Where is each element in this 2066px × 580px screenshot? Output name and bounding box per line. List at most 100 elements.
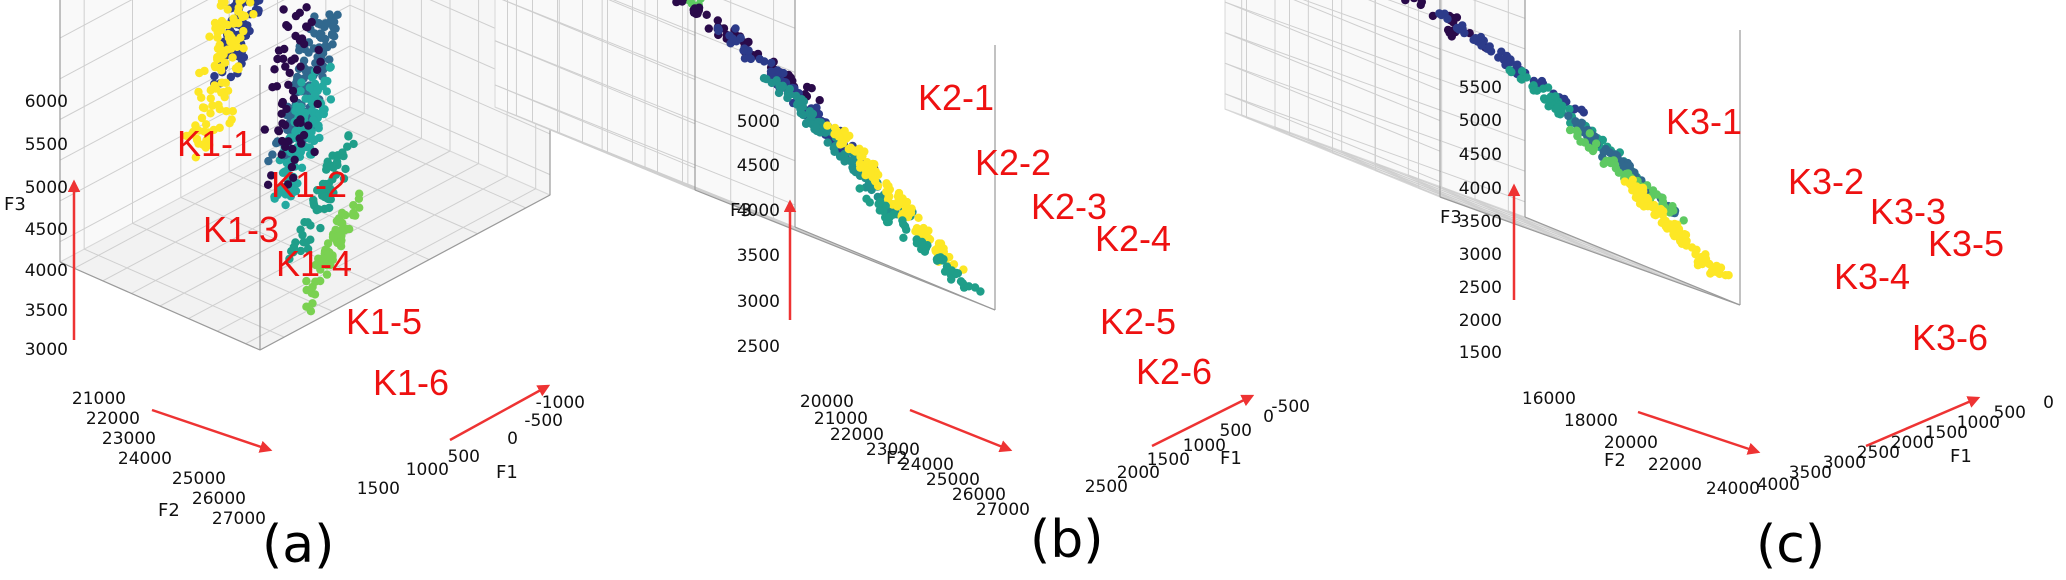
- data-point: [225, 119, 234, 128]
- data-point: [240, 11, 249, 21]
- data-point: [836, 140, 845, 149]
- data-point: [307, 73, 317, 82]
- data-point: [228, 53, 237, 62]
- panel-b-x-arrow: [1151, 394, 1255, 448]
- panel-b-y-tick: 22000: [830, 425, 884, 445]
- data-point: [197, 113, 207, 123]
- data-point: [325, 10, 334, 19]
- data-point: [868, 160, 877, 170]
- data-point: [713, 16, 722, 25]
- panel-b-y-tick: 25000: [926, 470, 980, 490]
- panel-c-y-arrow: [1637, 410, 1761, 455]
- panel-a-points: [182, 0, 364, 316]
- data-point: [333, 10, 342, 19]
- data-point: [288, 144, 297, 154]
- data-point: [885, 192, 894, 201]
- data-point: [935, 242, 944, 252]
- panel-a: 3000 3500 4000 4500 5000 5500 6000 F3 21…: [4, 0, 585, 575]
- data-point: [280, 44, 289, 54]
- panel-a-x-tick: -500: [524, 411, 563, 431]
- data-point: [865, 182, 874, 191]
- data-point: [278, 136, 287, 146]
- panel-a-y-tick: 25000: [172, 469, 226, 489]
- panel-a-z-tick: 4500: [25, 220, 68, 240]
- data-point: [316, 223, 325, 233]
- panel-a-y-tick: 26000: [192, 489, 246, 509]
- data-point: [889, 210, 898, 219]
- data-point: [1552, 104, 1562, 114]
- data-point: [313, 19, 323, 28]
- data-point: [1599, 159, 1608, 168]
- data-point: [874, 170, 883, 180]
- data-point: [766, 67, 776, 76]
- cluster-label: K1-2: [271, 164, 347, 205]
- data-point: [1435, 9, 1444, 18]
- panel-b-x-tick: 0: [1263, 407, 1274, 427]
- panel-a-x-tick: -1000: [536, 393, 585, 413]
- data-point: [1714, 267, 1724, 277]
- data-point: [336, 237, 346, 247]
- data-point: [1633, 194, 1642, 203]
- data-point: [1707, 266, 1717, 275]
- panel-a-z-ticks: 3000 3500 4000 4500 5000 5500 6000: [25, 92, 68, 360]
- data-point: [830, 123, 840, 133]
- data-point: [279, 5, 288, 14]
- data-point: [744, 38, 753, 47]
- data-point: [236, 33, 245, 42]
- data-point: [278, 119, 287, 128]
- data-point: [1565, 105, 1574, 114]
- panel-b-x-label: F1: [1220, 448, 1242, 469]
- data-point: [192, 134, 202, 144]
- panel-c-caption: (c): [1756, 515, 1825, 575]
- cluster-label: K2-2: [975, 142, 1051, 183]
- data-point: [1598, 135, 1608, 145]
- grid-line: [494, 40, 796, 162]
- data-point: [210, 18, 220, 28]
- data-point: [855, 184, 864, 193]
- panel-c-x-label: F1: [1950, 446, 1972, 467]
- data-point: [934, 253, 943, 263]
- data-point: [1579, 108, 1589, 117]
- data-point: [329, 22, 338, 32]
- data-point: [284, 80, 293, 90]
- panel-a-y-label: F2: [158, 500, 180, 521]
- data-point: [1606, 158, 1615, 168]
- data-point: [296, 86, 305, 96]
- data-point: [1585, 129, 1595, 138]
- panel-b-z-tick: 4000: [737, 201, 780, 221]
- data-point: [339, 174, 349, 183]
- grid-line: [159, 150, 451, 307]
- grid-line: [59, 0, 209, 80]
- data-point: [905, 204, 914, 214]
- data-point: [323, 239, 333, 248]
- panel-b-y-tick: 20000: [800, 392, 854, 412]
- data-point: [316, 57, 325, 66]
- panel-b-grid: [494, 0, 996, 311]
- panel-c-y-tick: 18000: [1564, 411, 1618, 431]
- panel-b-y-tick: 21000: [814, 409, 868, 429]
- data-point: [277, 150, 286, 159]
- panel-c-y-tick: 20000: [1604, 433, 1658, 453]
- data-point: [1652, 190, 1662, 199]
- data-point: [303, 244, 313, 254]
- grid-line: [1224, 32, 1441, 122]
- data-point: [199, 140, 208, 149]
- data-point: [213, 55, 222, 64]
- data-point: [302, 276, 311, 286]
- data-point: [290, 54, 299, 63]
- data-point: [287, 162, 297, 172]
- data-point: [318, 82, 327, 91]
- grid-line: [1302, 0, 1526, 80]
- data-point: [1486, 47, 1496, 56]
- panel-b-cluster-labels: K2-1 K2-2 K2-3 K2-4 K2-5 K2-6: [918, 77, 1212, 392]
- panel-c-x-arrow: [1865, 396, 1981, 448]
- data-point: [1721, 271, 1730, 280]
- data-point: [226, 72, 236, 82]
- data-point: [297, 78, 306, 87]
- panel-c-x-tick: 1500: [1925, 423, 1968, 443]
- data-point: [264, 156, 273, 166]
- data-point: [225, 30, 234, 40]
- data-point: [1401, 0, 1410, 5]
- data-point: [1469, 35, 1478, 44]
- data-point: [875, 206, 884, 215]
